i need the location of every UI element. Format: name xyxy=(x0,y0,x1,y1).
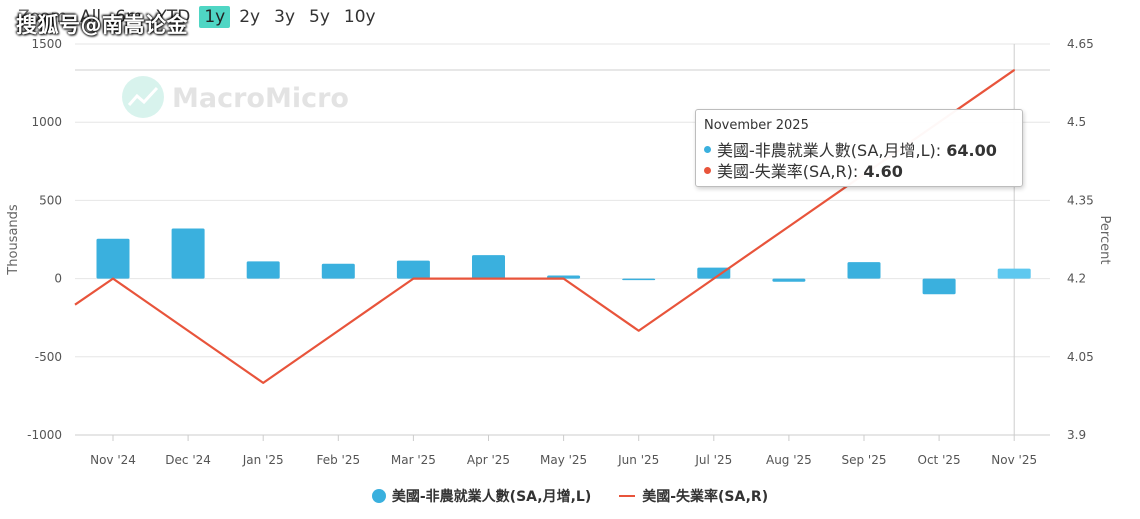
x-tick-label: Sep '25 xyxy=(842,453,887,467)
chart-tooltip: November 2025 美國-非農就業人數(SA,月增,L): 64.00 … xyxy=(695,109,1023,187)
tooltip-dot-icon xyxy=(704,146,711,153)
macromicro-watermark: MacroMicro xyxy=(122,76,349,118)
line-point xyxy=(187,329,189,332)
left-tick-label: -500 xyxy=(35,350,62,364)
zoom-3y-button[interactable]: 3y xyxy=(274,7,296,27)
x-tick-label: May '25 xyxy=(540,453,587,467)
zoom-all-button[interactable]: All xyxy=(80,7,102,27)
right-tick-label: 4.05 xyxy=(1067,350,1094,364)
x-tick-label: Jan '25 xyxy=(242,453,284,467)
line-point xyxy=(1013,69,1015,71)
bar xyxy=(622,278,656,281)
left-axis-title: Thousands xyxy=(6,204,21,276)
watermark-brand-text: MacroMicro xyxy=(172,83,349,114)
line-point xyxy=(487,277,490,280)
zoom-1y-button[interactable]: 1y xyxy=(199,6,231,28)
right-tick-label: 4.5 xyxy=(1067,115,1086,129)
bar xyxy=(922,278,956,295)
chart-legend: 美國-非農就業人數(SA,月增,L) 美國-失業率(SA,R) xyxy=(0,486,1140,506)
x-tick-label: Oct '25 xyxy=(918,453,961,467)
watermark-overlay-text: 搜狐号@南嵩论金 xyxy=(16,13,188,37)
x-tick-label: Jul '25 xyxy=(694,453,732,467)
zoom-2y-button[interactable]: 2y xyxy=(239,7,261,27)
left-tick-label: 1500 xyxy=(31,37,62,51)
tooltip-row-payrolls: 美國-非農就業人數(SA,月增,L): 64.00 xyxy=(704,137,997,161)
right-tick-label: 3.9 xyxy=(1067,428,1086,442)
right-axis-title: Percent xyxy=(1097,216,1112,265)
line-point xyxy=(262,382,265,384)
zoom-6m-button[interactable]: 6m xyxy=(115,7,143,27)
right-tick-label: 4.35 xyxy=(1067,193,1094,207)
x-tick-label: Nov '25 xyxy=(991,453,1037,467)
bar xyxy=(246,261,280,279)
x-tick-label: Dec '24 xyxy=(165,453,211,467)
x-tick-label: Aug '25 xyxy=(766,453,812,467)
x-tick-label: Mar '25 xyxy=(391,453,436,467)
zoom-ytd-button[interactable]: YTD xyxy=(156,7,191,27)
left-tick-label: -1000 xyxy=(27,428,62,442)
tooltip-dot-icon xyxy=(704,167,711,174)
line-point xyxy=(337,329,340,332)
bar xyxy=(472,255,505,279)
line-point xyxy=(637,329,640,332)
line-point xyxy=(562,277,565,280)
legend-line-icon xyxy=(619,495,636,497)
zoom-10y-button[interactable]: 10y xyxy=(343,7,376,27)
legend-label: 美國-非農就業人數(SA,月增,L) xyxy=(391,489,592,505)
bar xyxy=(171,228,205,279)
bar xyxy=(772,278,806,282)
x-tick-label: Feb '25 xyxy=(316,453,360,467)
bar xyxy=(396,260,430,279)
right-tick-label: 4.2 xyxy=(1067,272,1086,286)
zoom-5y-button[interactable]: 5y xyxy=(309,7,330,27)
tooltip-row-label: 美國-失業率(SA,R) xyxy=(717,162,853,181)
bar xyxy=(96,238,130,279)
legend-bar-icon xyxy=(371,489,386,503)
left-tick-label: 500 xyxy=(39,193,62,207)
line-point xyxy=(788,225,790,228)
right-tick-label: 4.65 xyxy=(1067,37,1094,51)
left-tick-label: 1000 xyxy=(31,115,62,129)
legend-item-unemployment[interactable]: 美國-失業率(SA,R) xyxy=(619,486,768,506)
tooltip-row-value: 4.60 xyxy=(863,162,903,181)
zoom-bar: Zoom All 6m YTD 1y 2y 3y 5y 10y xyxy=(18,5,385,29)
bar xyxy=(997,268,1031,279)
legend-label: 美國-失業率(SA,R) xyxy=(642,489,769,505)
tooltip-title: November 2025 xyxy=(704,118,809,133)
line-point xyxy=(112,277,114,280)
legend-item-payrolls[interactable]: 美國-非農就業人數(SA,月增,L) xyxy=(371,486,592,506)
x-tick-label: Nov '24 xyxy=(90,453,136,467)
bar xyxy=(697,267,731,279)
line-point xyxy=(412,277,415,280)
bar xyxy=(321,263,355,279)
line-point xyxy=(713,277,715,280)
x-tick-label: Jun '25 xyxy=(617,453,659,467)
x-tick-label: Apr '25 xyxy=(467,453,510,467)
bar xyxy=(847,262,881,279)
tooltip-row-value: 64.00 xyxy=(946,141,997,160)
left-tick-label: 0 xyxy=(54,272,62,286)
zoom-label: Zoom xyxy=(18,7,68,27)
tooltip-row-unemployment: 美國-失業率(SA,R): 4.60 xyxy=(704,158,903,182)
tooltip-row-label: 美國-非農就業人數(SA,月增,L) xyxy=(717,141,936,160)
